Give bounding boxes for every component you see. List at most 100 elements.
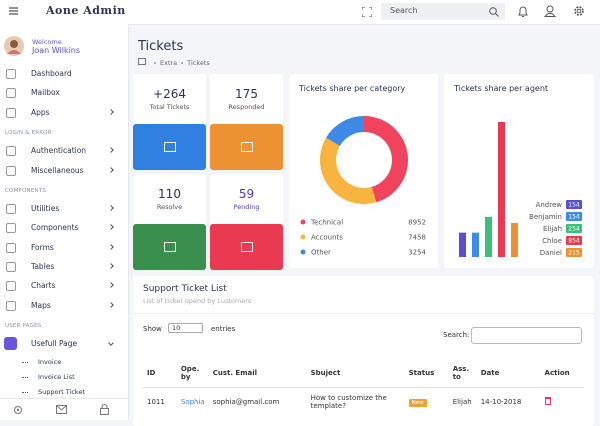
nav-item[interactable]: Dashboard (31, 69, 72, 78)
stat-button[interactable] (133, 224, 206, 270)
nav-item[interactable]: Tables (31, 262, 55, 271)
bar (511, 223, 518, 257)
fullscreen-icon[interactable] (362, 7, 372, 17)
stat-card: 175 Responded (210, 74, 283, 170)
nav-bullet (22, 391, 28, 393)
nav-item[interactable]: Utilities (31, 204, 60, 214)
stat-button[interactable] (210, 124, 283, 170)
entries-label: entries (211, 325, 236, 333)
stat-button[interactable] (210, 224, 283, 270)
avatar (4, 36, 24, 56)
column-header[interactable]: Sbuject (310, 369, 341, 378)
legend-value: 154 (568, 202, 580, 209)
stat-button[interactable] (133, 124, 206, 170)
column-header[interactable]: Ope. by (180, 365, 200, 382)
legend-label: Accounts (311, 234, 343, 242)
delete-icon[interactable] (544, 397, 551, 406)
legend-dot (300, 249, 306, 255)
nav-item[interactable]: Mailbox (31, 88, 60, 98)
nav-arrow (108, 205, 114, 211)
mail-icon[interactable] (56, 405, 67, 414)
settings-icon[interactable] (13, 405, 23, 415)
nav-icon (6, 146, 16, 157)
user-icon[interactable] (544, 5, 556, 17)
column-header[interactable]: Cust. Email (212, 369, 258, 378)
legend-label: Benjamin (529, 213, 562, 221)
crumb: Extra (160, 59, 178, 67)
nav-bullet (22, 361, 28, 363)
nav-subitem[interactable]: Invoice List (38, 372, 75, 381)
nav-arrow (108, 340, 114, 347)
user-name: Joan Wilkins (32, 46, 81, 55)
donut-slice (320, 137, 377, 205)
nav-bullet (22, 376, 28, 378)
agent-card: Tickets share per agent Andrew 154 Benjami… (444, 74, 594, 268)
table-search[interactable] (471, 327, 582, 344)
nav-item[interactable]: Apps (31, 107, 50, 117)
column-header[interactable]: Ass. to (452, 365, 470, 382)
nav-active-icon (4, 337, 17, 351)
stat-icon (164, 242, 176, 252)
lock-icon[interactable] (100, 404, 109, 415)
nav-icon (6, 204, 16, 215)
gear-icon[interactable] (573, 5, 585, 17)
category-card: Tickets share per category Technical 8952… (289, 74, 438, 268)
nav-arrow (108, 147, 114, 154)
crumb-sep (181, 62, 184, 64)
stat-label: Total Tickets (149, 103, 190, 111)
legend-value: 254 (568, 226, 580, 233)
donut-slice (326, 116, 364, 146)
stat-icon (164, 142, 176, 152)
nav-item[interactable]: Maps (31, 300, 51, 310)
stat-label: Resolve (156, 203, 183, 211)
donut-chart: Technical 8952 Accounts 7458 Other 3254 (300, 116, 427, 257)
column-header[interactable]: Date (480, 369, 500, 378)
topbar: Search (128, 0, 600, 25)
nav-section: LOGIN & ERROR (5, 129, 52, 136)
cell-text: Elijah (452, 398, 472, 407)
search-placeholder: Search (390, 6, 418, 15)
column-header[interactable]: ID (147, 369, 156, 378)
stat-card: 59 Pending (210, 174, 283, 270)
nav-item[interactable]: Usefull Page (31, 339, 78, 349)
sidebar: Aone Admin Welcome Joan Wilkins Dashboar… (0, 0, 129, 420)
nav-arrow (108, 166, 114, 173)
stat-card: 110 Resolve (133, 174, 206, 270)
nav-item[interactable]: Authentication (31, 146, 87, 156)
nav-item[interactable]: Components (31, 223, 79, 233)
legend-label: Other (311, 249, 331, 257)
ticket-table: ID Ope. by Cust. Email Sbuject Status Ass. to… (143, 360, 584, 417)
table-cell: Sophia (177, 387, 209, 417)
nav-icon (6, 242, 16, 253)
nav-arrow (108, 282, 114, 289)
brand: Aone Admin (46, 4, 126, 17)
cell-text: 1011 (147, 398, 165, 407)
nav-subitem[interactable]: Invoice (38, 357, 62, 366)
nav-icon (6, 223, 16, 234)
table-cell: 1011 (143, 387, 177, 417)
page-size-select[interactable]: 10 (168, 323, 203, 333)
nav-subitem[interactable]: Support Ticket (38, 387, 85, 396)
search-box[interactable]: Search (381, 3, 505, 20)
home-icon (138, 58, 146, 65)
bar (472, 232, 479, 257)
menu-icon[interactable] (9, 7, 18, 15)
nav-item[interactable]: Forms (31, 242, 54, 252)
nav-item[interactable]: Charts (31, 281, 56, 291)
legend-badge (566, 200, 582, 209)
bell-icon[interactable] (518, 6, 528, 18)
stat-value: +264 (153, 87, 186, 101)
stat-value: 110 (158, 187, 181, 201)
column-header[interactable]: Status (408, 369, 435, 378)
nav-arrow (108, 108, 114, 115)
column-header[interactable]: Action (544, 369, 570, 378)
bar-chart: Andrew 154 Benjamin 154 Elijah 254 Chloe 854 Dan… (459, 122, 582, 257)
nav-item[interactable]: Miscellaneous (31, 165, 84, 175)
nav-arrow (108, 224, 114, 231)
donut-slice (364, 116, 409, 203)
legend-value: 7458 (408, 234, 426, 242)
search-icon[interactable] (489, 7, 499, 17)
stat-icon (241, 142, 253, 152)
show-label: Show (143, 325, 162, 333)
cell-text: How to customize the template? (310, 394, 387, 411)
